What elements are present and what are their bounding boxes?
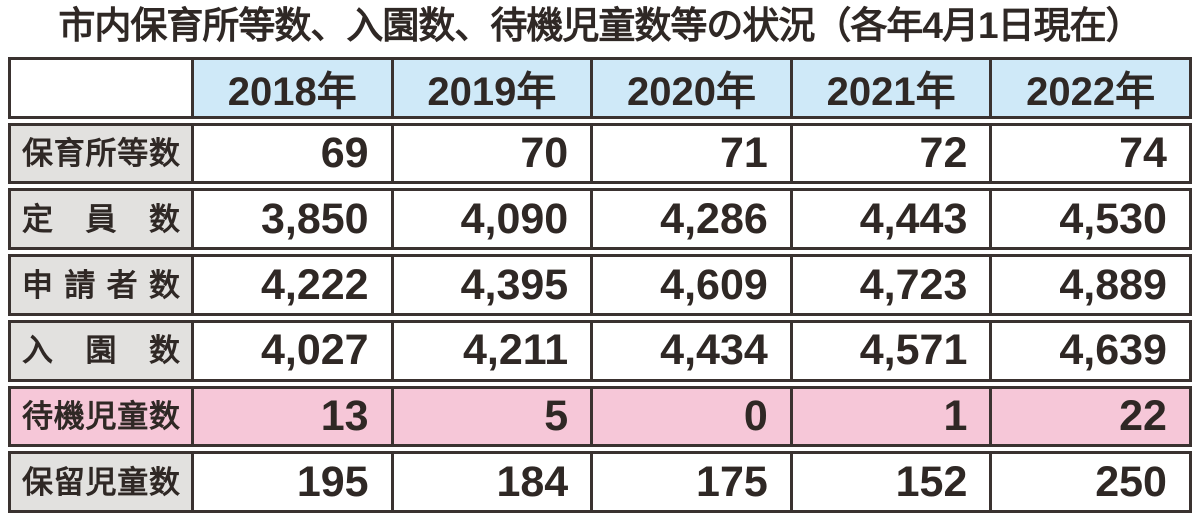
- value-cell: 13: [191, 388, 391, 445]
- value-cell: 4,889: [989, 257, 1189, 313]
- row-label: 定員数: [22, 201, 180, 237]
- year-header-2018: 2018年: [191, 60, 391, 116]
- table-row-waitlisted: 待機児童数 13 5 0 1 22: [8, 385, 1192, 448]
- row-label: 申請者数: [22, 267, 180, 303]
- value-cell: 4,395: [390, 257, 591, 313]
- value-cell: 4,443: [789, 191, 990, 248]
- value-cell: 4,530: [989, 191, 1189, 248]
- row-label-cell: 保育所等数: [11, 125, 191, 182]
- row-label: 保留児童数: [22, 464, 180, 500]
- value-cell: 72: [789, 125, 990, 182]
- table-header-row: 2018年 2019年 2020年 2021年 2022年: [8, 57, 1192, 119]
- value-cell: 152: [789, 454, 990, 511]
- value-cell: 1: [789, 388, 990, 445]
- value-cell: 4,434: [590, 322, 790, 379]
- value-cell: 0: [590, 388, 790, 445]
- table-row-nurseries: 保育所等数 69 70 71 72 74: [8, 122, 1192, 185]
- row-label: 待機児童数: [22, 398, 180, 434]
- value-cell: 5: [390, 388, 591, 445]
- corner-cell: [11, 60, 191, 116]
- value-cell: 70: [390, 125, 591, 182]
- row-label: 保育所等数: [22, 136, 180, 172]
- table-row-capacity: 定員数 3,850 4,090 4,286 4,443 4,530: [8, 188, 1192, 251]
- value-cell: 4,723: [789, 257, 990, 313]
- value-cell: 4,609: [590, 257, 790, 313]
- value-cell: 71: [590, 125, 790, 182]
- data-table: 2018年 2019年 2020年 2021年 2022年 保育所等数 69 7…: [8, 57, 1192, 514]
- row-label-cell: 待機児童数: [11, 388, 191, 445]
- value-cell: 4,571: [789, 322, 990, 379]
- row-label-cell: 申請者数: [11, 257, 191, 313]
- value-cell: 175: [590, 454, 790, 511]
- value-cell: 4,222: [191, 257, 391, 313]
- year-header-2021: 2021年: [789, 60, 990, 116]
- year-header-2022: 2022年: [989, 60, 1189, 116]
- value-cell: 250: [989, 454, 1189, 511]
- row-label-cell: 定員数: [11, 191, 191, 248]
- value-cell: 195: [191, 454, 391, 511]
- value-cell: 4,211: [390, 322, 591, 379]
- table-row-applicants: 申請者数 4,222 4,395 4,609 4,723 4,889: [8, 254, 1192, 316]
- year-header-2020: 2020年: [590, 60, 790, 116]
- row-label-cell: 保留児童数: [11, 454, 191, 511]
- value-cell: 4,286: [590, 191, 790, 248]
- value-cell: 3,850: [191, 191, 391, 248]
- value-cell: 22: [989, 388, 1189, 445]
- row-label: 入園数: [22, 333, 180, 369]
- value-cell: 69: [191, 125, 391, 182]
- value-cell: 74: [989, 125, 1189, 182]
- row-label-cell: 入園数: [11, 322, 191, 379]
- value-cell: 4,090: [390, 191, 591, 248]
- page-title: 市内保育所等数、入園数、待機児童数等の状況（各年4月1日現在）: [58, 5, 1142, 46]
- value-cell: 184: [390, 454, 591, 511]
- table-row-pending: 保留児童数 195 184 175 152 250: [8, 451, 1192, 514]
- value-cell: 4,639: [989, 322, 1189, 379]
- year-header-2019: 2019年: [390, 60, 591, 116]
- table-row-enrolled: 入園数 4,027 4,211 4,434 4,571 4,639: [8, 319, 1192, 382]
- value-cell: 4,027: [191, 322, 391, 379]
